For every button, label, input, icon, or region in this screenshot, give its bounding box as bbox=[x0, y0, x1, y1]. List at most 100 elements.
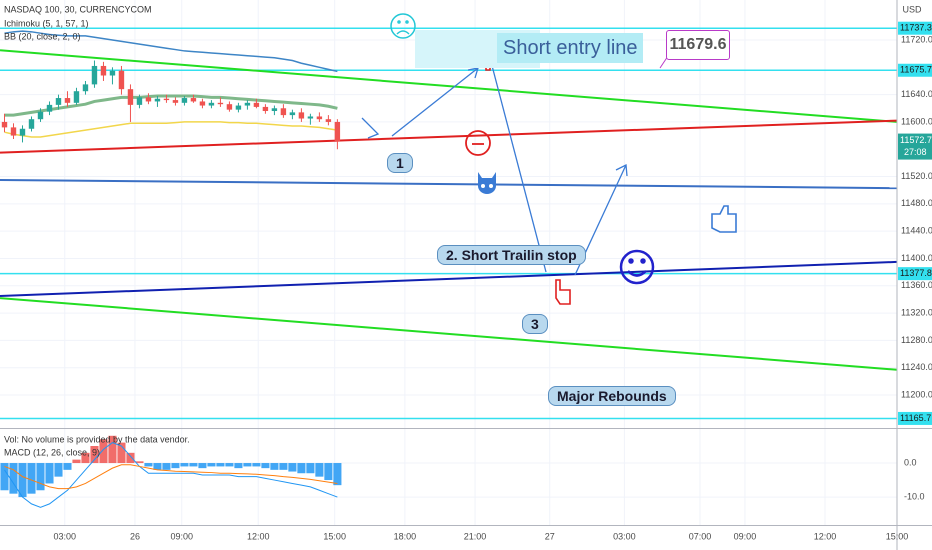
x-tick-label: 15:00 bbox=[886, 531, 909, 541]
macd-line bbox=[4, 442, 338, 508]
trend-line bbox=[0, 297, 898, 371]
currency-label: USD bbox=[902, 4, 922, 14]
candle-body bbox=[217, 102, 224, 105]
eye bbox=[628, 258, 634, 264]
candle-body bbox=[271, 108, 278, 112]
x-tick-label: 03:00 bbox=[54, 531, 77, 541]
x-tick-label: 21:00 bbox=[464, 531, 487, 541]
eye bbox=[640, 258, 646, 264]
macd-histogram-bar bbox=[234, 463, 243, 469]
entry-label: Short entry line bbox=[497, 33, 643, 63]
eye bbox=[481, 184, 485, 188]
candle-body bbox=[82, 84, 89, 92]
macd-histogram-bar bbox=[270, 463, 279, 470]
macd-histogram-bar bbox=[36, 463, 45, 491]
candle-body bbox=[172, 100, 179, 103]
happy-face bbox=[619, 249, 655, 285]
candle-body bbox=[136, 97, 143, 105]
macd-histogram-bar bbox=[108, 435, 117, 464]
macd-histogram-bar bbox=[99, 439, 108, 464]
candle-body bbox=[145, 97, 152, 102]
candle-body bbox=[91, 65, 98, 85]
macd-histogram-bar bbox=[216, 463, 225, 467]
y-tick-label: 11440.0 bbox=[901, 226, 932, 236]
arrow bbox=[391, 67, 479, 137]
macd-histogram-bar bbox=[252, 463, 261, 467]
macd-histogram-bar bbox=[324, 463, 333, 481]
candle-body bbox=[226, 104, 233, 110]
macd-histogram-bar bbox=[153, 463, 162, 470]
candle-body bbox=[289, 112, 296, 116]
candle-body bbox=[64, 98, 71, 103]
candle-body bbox=[307, 116, 314, 119]
candle-body bbox=[55, 98, 62, 105]
price-tag-label: 11165.7 bbox=[900, 413, 931, 423]
candle-body bbox=[262, 106, 269, 112]
price-tag-label: 11675.7 bbox=[900, 65, 932, 75]
macd-histogram-bar bbox=[198, 463, 207, 469]
candle-body bbox=[253, 102, 260, 107]
face bbox=[619, 249, 655, 285]
trend-line bbox=[0, 260, 898, 298]
candle-body bbox=[46, 104, 53, 112]
indicator-label: Vol: No volume is provided by the data v… bbox=[4, 434, 190, 444]
x-tick-label: 27 bbox=[545, 531, 555, 541]
macd-histogram-bar bbox=[90, 446, 99, 464]
face bbox=[465, 130, 491, 156]
candle-body bbox=[100, 65, 107, 76]
price-tag bbox=[898, 21, 932, 35]
note-bubble: 1 bbox=[387, 153, 413, 173]
trend-line bbox=[0, 49, 898, 123]
macd-histogram-bar bbox=[81, 452, 90, 464]
y-tick-label: -10.0 bbox=[904, 491, 925, 501]
price-tag bbox=[898, 267, 932, 281]
macd-histogram-bar bbox=[117, 442, 126, 464]
last-price-tag bbox=[898, 133, 932, 160]
note-bubble: Major Rebounds bbox=[548, 386, 676, 406]
x-tick-label: 07:00 bbox=[689, 531, 712, 541]
mouth bbox=[627, 270, 647, 277]
y-tick-label: 11320.0 bbox=[901, 307, 932, 317]
candle-body bbox=[316, 116, 323, 120]
macd-histogram-bar bbox=[18, 463, 27, 498]
price-tag-label: 11737.3 bbox=[900, 23, 932, 33]
macd-histogram-bar bbox=[297, 463, 306, 474]
price-tag-label: 11377.8 bbox=[900, 268, 932, 278]
y-tick-label: 0.0 bbox=[904, 457, 917, 467]
sad-face bbox=[390, 13, 416, 39]
y-tick-label: 11360.0 bbox=[901, 280, 932, 290]
macd-histogram-bar bbox=[162, 463, 171, 470]
note-bubble: 3 bbox=[522, 314, 548, 334]
cat-icon bbox=[478, 172, 496, 194]
neutral-face bbox=[465, 130, 491, 156]
candle-body bbox=[280, 108, 287, 116]
candle-body bbox=[235, 105, 242, 110]
trend-line bbox=[0, 119, 898, 154]
x-tick-label: 09:00 bbox=[170, 531, 193, 541]
countdown-label: 27:08 bbox=[904, 147, 927, 157]
eye bbox=[405, 20, 409, 24]
candle-body bbox=[19, 128, 26, 136]
candle-body bbox=[190, 98, 197, 102]
y-tick-label: 11640.0 bbox=[901, 89, 932, 99]
arrow bbox=[361, 117, 380, 139]
macd-histogram-bar bbox=[144, 463, 153, 467]
candle-body bbox=[73, 91, 80, 103]
indicator-line bbox=[4, 94, 338, 117]
mouth bbox=[396, 30, 410, 35]
arrow-head bbox=[467, 67, 479, 79]
macd-histogram-bar bbox=[72, 459, 81, 464]
candle-body bbox=[181, 98, 188, 103]
thumbs-up bbox=[711, 205, 737, 233]
y-tick-label: 11520.0 bbox=[901, 171, 932, 181]
indicator-line bbox=[4, 30, 338, 73]
macd-histogram-bar bbox=[189, 463, 198, 467]
macd-histogram-bar bbox=[135, 461, 144, 464]
price-callout: 11679.6 bbox=[666, 30, 730, 60]
macd-histogram-bar bbox=[333, 463, 342, 486]
y-tick-label: 11280.0 bbox=[901, 335, 932, 345]
macd-histogram-bar bbox=[207, 463, 216, 467]
indicator-label: BB (20, close, 2, 0) bbox=[4, 31, 81, 41]
